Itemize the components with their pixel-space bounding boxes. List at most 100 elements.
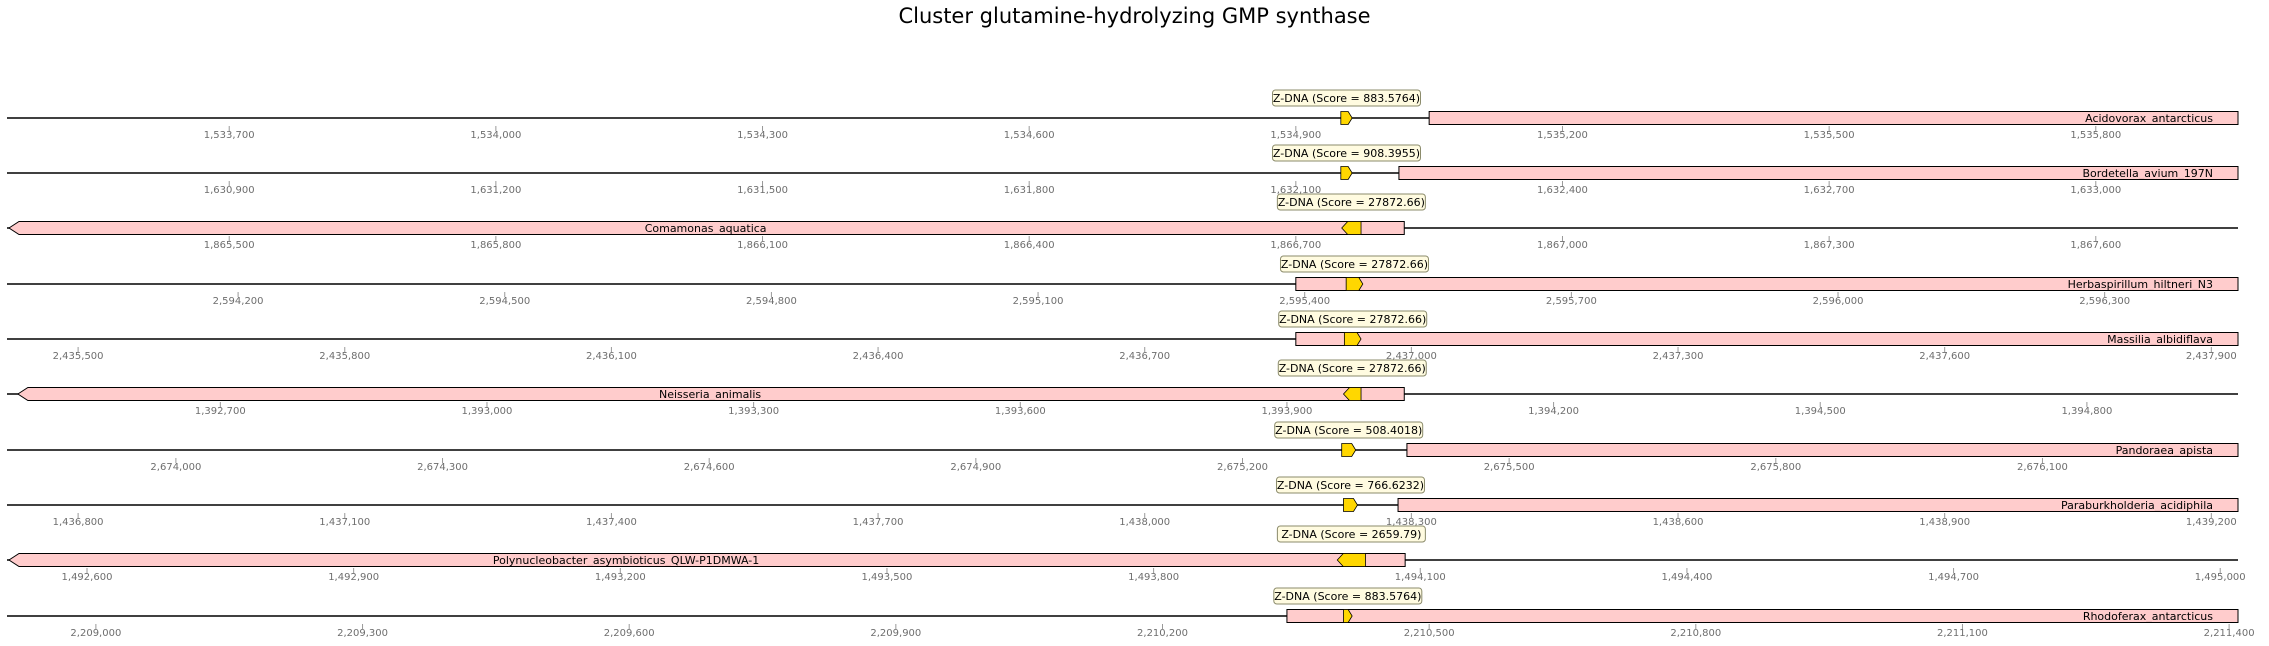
zdna-score-label: Z-DNA (Score = 27872.66) [1281,258,1428,271]
axis-tick-label: 2,209,000 [70,628,121,639]
gene-feature [1286,609,2239,623]
axis-tick-label: 1,633,000 [2070,185,2121,196]
axis-tick-label: 2,594,800 [746,296,797,307]
axis-tick-label: 1,866,400 [1004,240,1055,251]
axis-tick-label: 2,676,100 [2017,462,2068,473]
axis-tick-label: 1,393,900 [1261,406,1312,417]
axis-tick-label: 1,866,100 [737,240,788,251]
axis-tick-label: 1,494,100 [1395,572,1446,583]
zdna-label-box [1278,310,1428,328]
axis-tick-label: 2,436,400 [853,351,904,362]
zdna-score-label: Z-DNA (Score = 883.5764) [1274,590,1421,603]
zdna-score-label: Z-DNA (Score = 908.3955) [1273,147,1420,160]
axis-tick-label: 1,393,000 [462,406,513,417]
axis-tick-label: 2,675,800 [1750,462,1801,473]
zdna-score-label: Z-DNA (Score = 27872.66) [1278,196,1425,209]
zdna-label-box [1273,587,1423,605]
axis-tick-label: 1,631,200 [470,185,521,196]
gene-feature [1397,498,2239,512]
organism-label: Herbaspirillum_hiltneri_N3 [2068,278,2213,291]
axis-tick-label: 1,867,000 [1537,240,1588,251]
organism-label: Pandoraea_apista [2116,444,2213,457]
axis-tick-label: 1,867,600 [2070,240,2121,251]
axis-tick-label: 1,392,700 [195,406,246,417]
gene-feature [1398,166,2239,180]
axis-tick-label: 2,595,400 [1279,296,1330,307]
axis-tick-label: 2,596,000 [1813,296,1864,307]
axis-tick-label: 2,437,900 [2186,351,2237,362]
organism-label: Paraburkholderia_acidiphila [2061,499,2213,512]
zdna-label-box [1276,525,1426,543]
zdna-marker [1342,387,1362,401]
axis-tick-label: 1,493,200 [595,572,646,583]
organism-label: Comamonas_aquatica [645,222,767,235]
gene-feature [1295,332,2239,346]
axis-tick-label: 1,439,200 [2186,517,2237,528]
axis-tick-label: 1,866,700 [1270,240,1321,251]
organism-label: Acidovorax_antarcticus [2085,112,2213,125]
axis-tick-label: 1,394,500 [1795,406,1846,417]
axis-tick-label: 1,632,700 [1804,185,1855,196]
axis-tick-label: 2,210,200 [1137,628,1188,639]
axis-tick-label: 2,436,100 [586,351,637,362]
axis-tick-label: 1,493,500 [862,572,913,583]
zdna-score-label: Z-DNA (Score = 2659.79) [1281,528,1421,541]
axis-tick-label: 2,594,500 [479,296,530,307]
gene-feature [8,553,1406,567]
gene-feature [1428,111,2239,125]
axis-tick-label: 1,437,400 [586,517,637,528]
axis-tick-label: 1,533,700 [204,130,255,141]
axis-tick-label: 1,494,400 [1661,572,1712,583]
zdna-marker [1341,221,1362,235]
axis-tick-label: 2,209,900 [870,628,921,639]
axis-tick-label: 1,393,300 [728,406,779,417]
axis-tick-label: 1,437,700 [853,517,904,528]
axis-tick-label: 2,596,300 [2079,296,2130,307]
zdna-marker [1340,111,1353,125]
zdna-marker [1340,166,1353,180]
zdna-score-label: Z-DNA (Score = 27872.66) [1279,313,1426,326]
organism-label: Bordetella_avium_197N [2082,167,2213,180]
axis-tick-label: 2,674,300 [417,462,468,473]
zdna-label-box [1275,476,1425,494]
axis-tick-label: 2,674,600 [684,462,735,473]
organism-label: Neisseria_animalis [659,388,761,401]
axis-tick-label: 2,674,900 [950,462,1001,473]
axis-tick-label: 2,437,600 [1919,351,1970,362]
axis-tick-label: 1,630,900 [204,185,255,196]
axis-tick-label: 1,534,600 [1004,130,1055,141]
axis-tick-label: 1,534,900 [1270,130,1321,141]
axis-tick-label: 1,438,300 [1386,517,1437,528]
gene-feature [1406,443,2239,457]
gene-feature [16,387,1405,401]
axis-tick-label: 1,535,200 [1537,130,1588,141]
axis-tick-label: 1,492,600 [62,572,113,583]
axis-tick-label: 2,595,100 [1013,296,1064,307]
gene-feature [1295,277,2239,291]
axis-tick-label: 1,632,100 [1270,185,1321,196]
zdna-score-label: Z-DNA (Score = 508.4018) [1275,424,1422,437]
axis-tick-label: 2,435,800 [319,351,370,362]
axis-tick-label: 1,534,000 [470,130,521,141]
organism-label: Rhodoferax_antarcticus [2083,610,2213,623]
zdna-label-box [1274,421,1424,439]
zdna-marker [1336,553,1366,567]
organism-label: Polynucleobacter_asymbioticus_QLW-P1DMWA… [493,554,759,567]
zdna-label-box [1277,359,1427,377]
axis-tick-label: 1,438,000 [1119,517,1170,528]
axis-tick-label: 1,393,600 [995,406,1046,417]
zdna-score-label: Z-DNA (Score = 883.5764) [1273,92,1420,105]
axis-tick-label: 1,492,900 [328,572,379,583]
axis-tick-label: 2,210,500 [1404,628,1455,639]
zdna-marker [1341,443,1357,457]
zdna-label-box [1271,144,1421,162]
axis-tick-label: 2,211,100 [1937,628,1988,639]
zdna-marker [1343,609,1353,623]
axis-tick-label: 2,209,300 [337,628,388,639]
axis-tick-label: 1,437,100 [319,517,370,528]
axis-tick-label: 1,534,300 [737,130,788,141]
zdna-marker [1345,277,1364,291]
zdna-marker [1343,332,1362,346]
axis-tick-label: 1,632,400 [1537,185,1588,196]
